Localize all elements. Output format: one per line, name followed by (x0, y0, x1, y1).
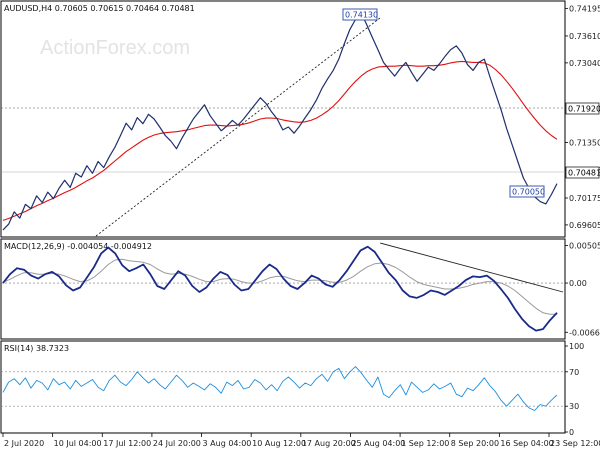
macd-line (2, 245, 558, 332)
price-pane: ActionForex.com AUDUSD,H4 0.70605 0.7061… (0, 0, 566, 238)
high-tag: 0.74130 (342, 8, 378, 21)
price-pane-border (0, 0, 566, 238)
level-tag: 0.71920 (565, 102, 600, 115)
macd-pane-border (0, 238, 566, 340)
rsi-title: RSI(14) 38.7323 (4, 344, 69, 353)
macd-tick-label-0: 0.005052 (569, 242, 600, 251)
macd-tick-label-2: -0.006629 (569, 328, 600, 337)
price-tick-label-3: 0.71350 (569, 139, 600, 148)
rsi-pane: RSI(14) 38.7323 (0, 340, 566, 434)
rsi-tick-label-3: 0 (569, 428, 574, 437)
high-tag-label: 0.74130 (345, 11, 378, 20)
watermark: ActionForex.com (40, 37, 190, 59)
rsi-tick-label-0: 100 (569, 342, 584, 351)
time-tick-label-1: 10 Jul 04:00 (54, 439, 102, 448)
time-tick-label-7: 25 Aug 04:00 (351, 439, 405, 448)
low-tag-box (509, 185, 545, 198)
price-title: AUDUSD,H4 0.70605 0.70615 0.70464 0.7048… (4, 4, 195, 13)
rsi-tick-label-2: 30 (569, 402, 579, 411)
time-tick-label-6: 17 Aug 20:00 (302, 439, 356, 448)
time-tick-label-5: 10 Aug 12:00 (252, 439, 306, 448)
rsi-axis: 100 70 30 0 (565, 342, 584, 437)
level-tag-box (565, 102, 600, 115)
time-tick-label-8: 1 Sep 12:00 (401, 439, 449, 448)
time-tick-label-10: 16 Sep 04:00 (500, 439, 553, 448)
macd-title: MACD(12,26,9) -0.004054 -0.004912 (4, 242, 152, 251)
price-axis: 0.741950.736100.730400.713500.707650.701… (565, 4, 600, 230)
macd-pane: MACD(12,26,9) -0.004054 -0.004912 (0, 238, 566, 340)
time-tick-label-0: 2 Jul 2020 (4, 439, 44, 448)
price-tick-label-2: 0.73040 (569, 59, 600, 68)
time-tick-label-2: 17 Jul 12:00 (103, 439, 151, 448)
price-tick-label-1: 0.73610 (569, 32, 600, 41)
rsi-series-group (2, 366, 558, 411)
current-price-tag-box (565, 166, 600, 179)
rsi-tick-label-1: 70 (569, 368, 579, 377)
time-tick-label-9: 8 Sep 20:00 (451, 439, 499, 448)
time-tick-label-4: 3 Aug 04:00 (203, 439, 252, 448)
ma-line (2, 60, 558, 221)
macd-trend-line (379, 242, 564, 293)
macd-axis: 0.005052 0.00 -0.006629 (565, 242, 600, 337)
time-tick-label-11: 23 Sep 12:00 (550, 439, 600, 448)
price-tick-label-5: 0.70175 (569, 194, 600, 203)
price-line (2, 12, 558, 231)
rsi-line (2, 366, 558, 411)
time-tick-label-3: 24 Jul 20:00 (153, 439, 201, 448)
high-tag-box (342, 8, 378, 21)
low-tag-label: 0.70050 (512, 188, 545, 197)
price-tick-label-6: 0.69605 (569, 221, 600, 230)
macd-series-group (2, 245, 558, 332)
time-axis: 2 Jul 2020 10 Jul 04:00 17 Jul 12:00 24 Jul… (2, 433, 600, 448)
low-tag: 0.70050 (509, 185, 545, 198)
rsi-pane-border (0, 340, 566, 434)
current-price-tag: 0.70481 (565, 166, 600, 179)
macd-signal-line (2, 258, 557, 315)
current-price-tag-label: 0.70481 (568, 169, 600, 178)
macd-tick-label-1: 0.00 (569, 279, 587, 288)
price-series-group (2, 12, 558, 231)
level-tag-label: 0.71920 (568, 105, 600, 114)
price-tick-label-0: 0.74195 (569, 4, 600, 13)
